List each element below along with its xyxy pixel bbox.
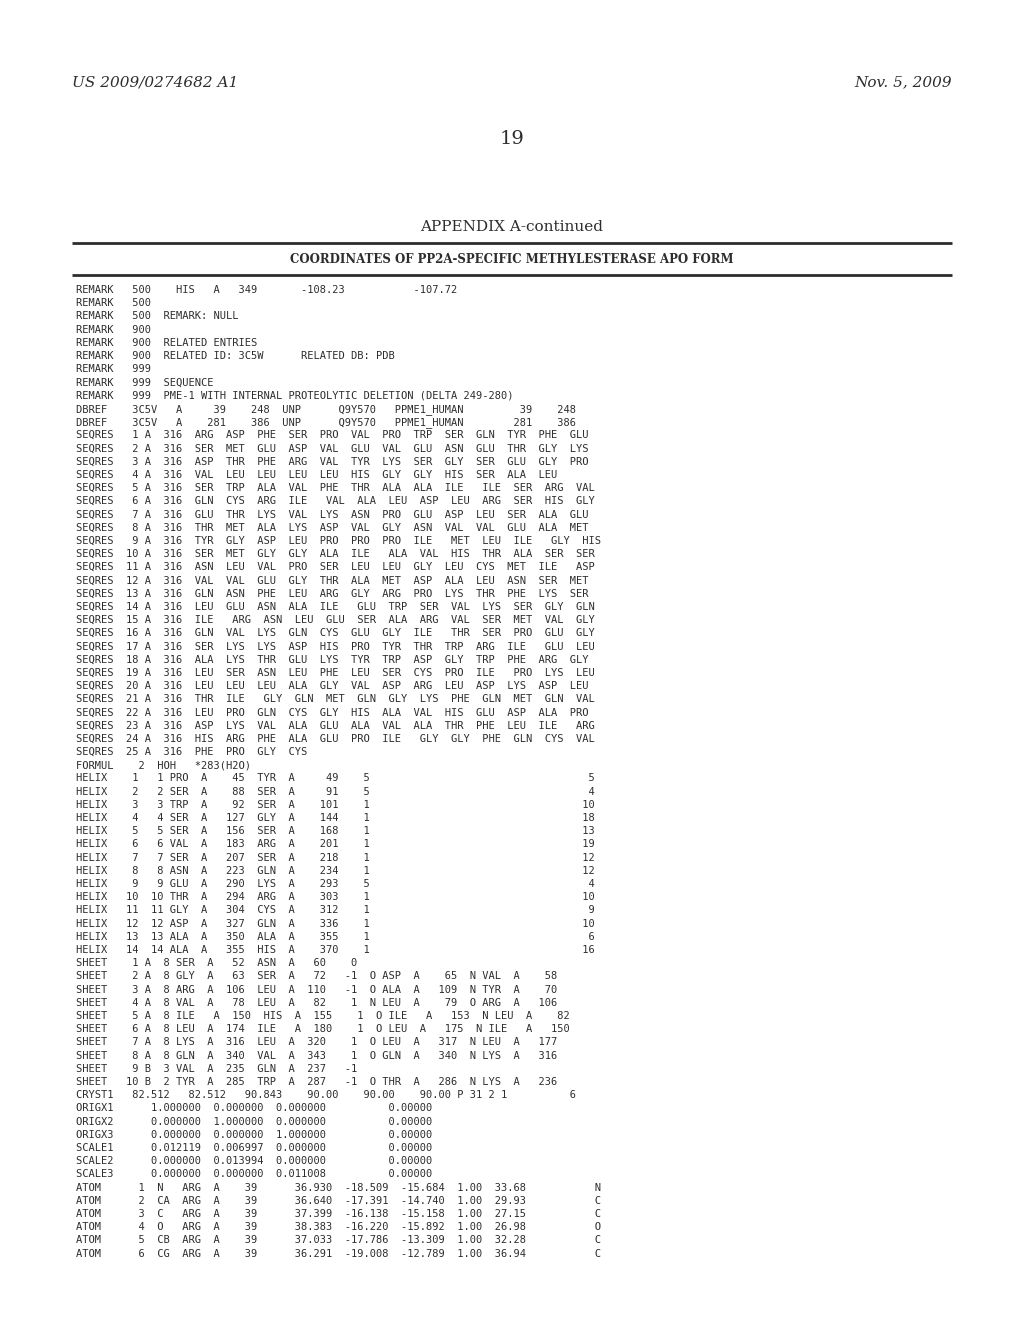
- Text: DBREF    3C5V   A     39    248  UNP      Q9Y570   PPME1_HUMAN         39    248: DBREF 3C5V A 39 248 UNP Q9Y570 PPME1_HUM…: [76, 404, 575, 414]
- Text: SCALE2      0.000000  0.013994  0.000000          0.00000: SCALE2 0.000000 0.013994 0.000000 0.0000…: [76, 1156, 432, 1166]
- Text: REMARK   900  RELATED ID: 3C5W      RELATED DB: PDB: REMARK 900 RELATED ID: 3C5W RELATED DB: …: [76, 351, 394, 360]
- Text: SEQRES  21 A  316  THR  ILE   GLY  GLN  MET  GLN  GLY  LYS  PHE  GLN  MET  GLN  : SEQRES 21 A 316 THR ILE GLY GLN MET GLN …: [76, 694, 595, 704]
- Text: SHEET    7 A  8 LYS  A  316  LEU  A  320    1  O LEU  A   317  N LEU  A   177: SHEET 7 A 8 LYS A 316 LEU A 320 1 O LEU …: [76, 1038, 557, 1047]
- Text: SEQRES  15 A  316  ILE   ARG  ASN  LEU  GLU  SER  ALA  ARG  VAL  SER  MET  VAL  : SEQRES 15 A 316 ILE ARG ASN LEU GLU SER …: [76, 615, 595, 624]
- Text: SEQRES   6 A  316  GLN  CYS  ARG  ILE   VAL  ALA  LEU  ASP  LEU  ARG  SER  HIS  : SEQRES 6 A 316 GLN CYS ARG ILE VAL ALA L…: [76, 496, 595, 506]
- Text: SHEET    5 A  8 ILE   A  150  HIS  A  155    1  O ILE   A   153  N LEU  A    82: SHEET 5 A 8 ILE A 150 HIS A 155 1 O ILE …: [76, 1011, 569, 1020]
- Text: REMARK   500: REMARK 500: [76, 298, 151, 308]
- Text: SEQRES  17 A  316  SER  LYS  LYS  ASP  HIS  PRO  TYR  THR  TRP  ARG  ILE   GLU  : SEQRES 17 A 316 SER LYS LYS ASP HIS PRO …: [76, 642, 595, 651]
- Text: DBREF    3C5V   A    281    386  UNP      Q9Y570   PPME1_HUMAN        281    386: DBREF 3C5V A 281 386 UNP Q9Y570 PPME1_HU…: [76, 417, 575, 428]
- Text: HELIX   14  14 ALA  A   355  HIS  A    370    1                                 : HELIX 14 14 ALA A 355 HIS A 370 1: [76, 945, 595, 954]
- Text: SHEET    4 A  8 VAL  A   78  LEU  A   82    1  N LEU  A    79  O ARG  A   106: SHEET 4 A 8 VAL A 78 LEU A 82 1 N LEU A …: [76, 998, 557, 1007]
- Text: SEQRES  12 A  316  VAL  VAL  GLU  GLY  THR  ALA  MET  ASP  ALA  LEU  ASN  SER  M: SEQRES 12 A 316 VAL VAL GLU GLY THR ALA …: [76, 576, 589, 585]
- Text: SEQRES  10 A  316  SER  MET  GLY  GLY  ALA  ILE   ALA  VAL  HIS  THR  ALA  SER  : SEQRES 10 A 316 SER MET GLY GLY ALA ILE …: [76, 549, 595, 558]
- Text: HELIX    5   5 SER  A   156  SER  A    168    1                                 : HELIX 5 5 SER A 156 SER A 168 1: [76, 826, 595, 836]
- Text: SEQRES  23 A  316  ASP  LYS  VAL  ALA  GLU  ALA  VAL  ALA  THR  PHE  LEU  ILE   : SEQRES 23 A 316 ASP LYS VAL ALA GLU ALA …: [76, 721, 595, 730]
- Text: SHEET   10 B  2 TYR  A  285  TRP  A  287   -1  O THR  A   286  N LYS  A   236: SHEET 10 B 2 TYR A 285 TRP A 287 -1 O TH…: [76, 1077, 557, 1086]
- Text: HELIX   12  12 ASP  A   327  GLN  A    336    1                                 : HELIX 12 12 ASP A 327 GLN A 336 1: [76, 919, 595, 928]
- Text: HELIX    9   9 GLU  A   290  LYS  A    293    5                                 : HELIX 9 9 GLU A 290 LYS A 293 5: [76, 879, 595, 888]
- Text: SEQRES   9 A  316  TYR  GLY  ASP  LEU  PRO  PRO  PRO  ILE   MET  LEU  ILE   GLY : SEQRES 9 A 316 TYR GLY ASP LEU PRO PRO P…: [76, 536, 601, 545]
- Text: 19: 19: [500, 129, 524, 148]
- Text: CRYST1   82.512   82.512   90.843    90.00    90.00    90.00 P 31 2 1          6: CRYST1 82.512 82.512 90.843 90.00 90.00 …: [76, 1090, 575, 1100]
- Text: SEQRES   8 A  316  THR  MET  ALA  LYS  ASP  VAL  GLY  ASN  VAL  VAL  GLU  ALA  M: SEQRES 8 A 316 THR MET ALA LYS ASP VAL G…: [76, 523, 589, 532]
- Text: REMARK   500  REMARK: NULL: REMARK 500 REMARK: NULL: [76, 312, 239, 321]
- Text: SEQRES   5 A  316  SER  TRP  ALA  VAL  PHE  THR  ALA  ALA  ILE   ILE  SER  ARG  : SEQRES 5 A 316 SER TRP ALA VAL PHE THR A…: [76, 483, 595, 492]
- Text: SEQRES  11 A  316  ASN  LEU  VAL  PRO  SER  LEU  LEU  GLY  LEU  CYS  MET  ILE   : SEQRES 11 A 316 ASN LEU VAL PRO SER LEU …: [76, 562, 595, 572]
- Text: FORMUL    2  HOH   *283(H2O): FORMUL 2 HOH *283(H2O): [76, 760, 251, 770]
- Text: ORIGX1      1.000000  0.000000  0.000000          0.00000: ORIGX1 1.000000 0.000000 0.000000 0.0000…: [76, 1104, 432, 1113]
- Text: HELIX   13  13 ALA  A   350  ALA  A    355    1                                 : HELIX 13 13 ALA A 350 ALA A 355 1: [76, 932, 595, 941]
- Text: SEQRES  20 A  316  LEU  LEU  LEU  ALA  GLY  VAL  ASP  ARG  LEU  ASP  LYS  ASP  L: SEQRES 20 A 316 LEU LEU LEU ALA GLY VAL …: [76, 681, 589, 690]
- Text: ATOM      4  O   ARG  A    39      38.383  -16.220  -15.892  1.00  26.98        : ATOM 4 O ARG A 39 38.383 -16.220 -15.892…: [76, 1222, 601, 1232]
- Text: SHEET    6 A  8 LEU  A  174  ILE   A  180    1  O LEU  A   175  N ILE   A   150: SHEET 6 A 8 LEU A 174 ILE A 180 1 O LEU …: [76, 1024, 569, 1034]
- Text: ATOM      6  CG  ARG  A    39      36.291  -19.008  -12.789  1.00  36.94        : ATOM 6 CG ARG A 39 36.291 -19.008 -12.78…: [76, 1249, 601, 1258]
- Text: HELIX    2   2 SER  A    88  SER  A     91    5                                 : HELIX 2 2 SER A 88 SER A 91 5: [76, 787, 595, 796]
- Text: SHEET    9 B  3 VAL  A  235  GLN  A  237   -1: SHEET 9 B 3 VAL A 235 GLN A 237 -1: [76, 1064, 357, 1073]
- Text: SEQRES  18 A  316  ALA  LYS  THR  GLU  LYS  TYR  TRP  ASP  GLY  TRP  PHE  ARG  G: SEQRES 18 A 316 ALA LYS THR GLU LYS TYR …: [76, 655, 589, 664]
- Text: SEQRES   4 A  316  VAL  LEU  LEU  LEU  LEU  HIS  GLY  GLY  HIS  SER  ALA  LEU: SEQRES 4 A 316 VAL LEU LEU LEU LEU HIS G…: [76, 470, 557, 479]
- Text: SEQRES  24 A  316  HIS  ARG  PHE  ALA  GLU  PRO  ILE   GLY  GLY  PHE  GLN  CYS  : SEQRES 24 A 316 HIS ARG PHE ALA GLU PRO …: [76, 734, 595, 743]
- Text: ATOM      2  CA  ARG  A    39      36.640  -17.391  -14.740  1.00  29.93        : ATOM 2 CA ARG A 39 36.640 -17.391 -14.74…: [76, 1196, 601, 1205]
- Text: REMARK   900  RELATED ENTRIES: REMARK 900 RELATED ENTRIES: [76, 338, 257, 347]
- Text: HELIX    3   3 TRP  A    92  SER  A    101    1                                 : HELIX 3 3 TRP A 92 SER A 101 1: [76, 800, 595, 809]
- Text: HELIX    8   8 ASN  A   223  GLN  A    234    1                                 : HELIX 8 8 ASN A 223 GLN A 234 1: [76, 866, 595, 875]
- Text: COORDINATES OF PP2A-SPECIFIC METHYLESTERASE APO FORM: COORDINATES OF PP2A-SPECIFIC METHYLESTER…: [290, 253, 734, 267]
- Text: US 2009/0274682 A1: US 2009/0274682 A1: [72, 75, 239, 88]
- Text: SEQRES  13 A  316  GLN  ASN  PHE  LEU  ARG  GLY  ARG  PRO  LYS  THR  PHE  LYS  S: SEQRES 13 A 316 GLN ASN PHE LEU ARG GLY …: [76, 589, 589, 598]
- Text: SHEET    8 A  8 GLN  A  340  VAL  A  343    1  O GLN  A   340  N LYS  A   316: SHEET 8 A 8 GLN A 340 VAL A 343 1 O GLN …: [76, 1051, 557, 1060]
- Text: SHEET    2 A  8 GLY  A   63  SER  A   72   -1  O ASP  A    65  N VAL  A    58: SHEET 2 A 8 GLY A 63 SER A 72 -1 O ASP A…: [76, 972, 557, 981]
- Text: SEQRES  14 A  316  LEU  GLU  ASN  ALA  ILE   GLU  TRP  SER  VAL  LYS  SER  GLY  : SEQRES 14 A 316 LEU GLU ASN ALA ILE GLU …: [76, 602, 595, 611]
- Text: REMARK   900: REMARK 900: [76, 325, 151, 334]
- Text: SEQRES   1 A  316  ARG  ASP  PHE  SER  PRO  VAL  PRO  TRP  SER  GLN  TYR  PHE  G: SEQRES 1 A 316 ARG ASP PHE SER PRO VAL P…: [76, 430, 589, 440]
- Text: HELIX    1   1 PRO  A    45  TYR  A     49    5                                 : HELIX 1 1 PRO A 45 TYR A 49 5: [76, 774, 595, 783]
- Text: SCALE3      0.000000  0.000000  0.011008          0.00000: SCALE3 0.000000 0.000000 0.011008 0.0000…: [76, 1170, 432, 1179]
- Text: ORIGX2      0.000000  1.000000  0.000000          0.00000: ORIGX2 0.000000 1.000000 0.000000 0.0000…: [76, 1117, 432, 1126]
- Text: HELIX   11  11 GLY  A   304  CYS  A    312    1                                 : HELIX 11 11 GLY A 304 CYS A 312 1: [76, 906, 595, 915]
- Text: ATOM      1  N   ARG  A    39      36.930  -18.509  -15.684  1.00  33.68        : ATOM 1 N ARG A 39 36.930 -18.509 -15.684…: [76, 1183, 601, 1192]
- Text: SEQRES   3 A  316  ASP  THR  PHE  ARG  VAL  TYR  LYS  SER  GLY  SER  GLU  GLY  P: SEQRES 3 A 316 ASP THR PHE ARG VAL TYR L…: [76, 457, 589, 466]
- Text: HELIX    7   7 SER  A   207  SER  A    218    1                                 : HELIX 7 7 SER A 207 SER A 218 1: [76, 853, 595, 862]
- Text: SCALE1      0.012119  0.006997  0.000000          0.00000: SCALE1 0.012119 0.006997 0.000000 0.0000…: [76, 1143, 432, 1152]
- Text: Nov. 5, 2009: Nov. 5, 2009: [854, 75, 952, 88]
- Text: ATOM      5  CB  ARG  A    39      37.033  -17.786  -13.309  1.00  32.28        : ATOM 5 CB ARG A 39 37.033 -17.786 -13.30…: [76, 1236, 601, 1245]
- Text: APPENDIX A-continued: APPENDIX A-continued: [421, 220, 603, 234]
- Text: REMARK   999  SEQUENCE: REMARK 999 SEQUENCE: [76, 378, 213, 387]
- Text: REMARK   999: REMARK 999: [76, 364, 151, 374]
- Text: HELIX   10  10 THR  A   294  ARG  A    303    1                                 : HELIX 10 10 THR A 294 ARG A 303 1: [76, 892, 595, 902]
- Text: HELIX    4   4 SER  A   127  GLY  A    144    1                                 : HELIX 4 4 SER A 127 GLY A 144 1: [76, 813, 595, 822]
- Text: ATOM      3  C   ARG  A    39      37.399  -16.138  -15.158  1.00  27.15        : ATOM 3 C ARG A 39 37.399 -16.138 -15.158…: [76, 1209, 601, 1218]
- Text: SEQRES   7 A  316  GLU  THR  LYS  VAL  LYS  ASN  PRO  GLU  ASP  LEU  SER  ALA  G: SEQRES 7 A 316 GLU THR LYS VAL LYS ASN P…: [76, 510, 589, 519]
- Text: REMARK   999  PME-1 WITH INTERNAL PROTEOLYTIC DELETION (DELTA 249-280): REMARK 999 PME-1 WITH INTERNAL PROTEOLYT…: [76, 391, 513, 400]
- Text: HELIX    6   6 VAL  A   183  ARG  A    201    1                                 : HELIX 6 6 VAL A 183 ARG A 201 1: [76, 840, 595, 849]
- Text: SHEET    1 A  8 SER  A   52  ASN  A   60    0: SHEET 1 A 8 SER A 52 ASN A 60 0: [76, 958, 357, 968]
- Text: SEQRES   2 A  316  SER  MET  GLU  ASP  VAL  GLU  VAL  GLU  ASN  GLU  THR  GLY  L: SEQRES 2 A 316 SER MET GLU ASP VAL GLU V…: [76, 444, 589, 453]
- Text: SEQRES  19 A  316  LEU  SER  ASN  LEU  PHE  LEU  SER  CYS  PRO  ILE   PRO  LYS  : SEQRES 19 A 316 LEU SER ASN LEU PHE LEU …: [76, 668, 595, 677]
- Text: SHEET    3 A  8 ARG  A  106  LEU  A  110   -1  O ALA  A   109  N TYR  A    70: SHEET 3 A 8 ARG A 106 LEU A 110 -1 O ALA…: [76, 985, 557, 994]
- Text: SEQRES  22 A  316  LEU  PRO  GLN  CYS  GLY  HIS  ALA  VAL  HIS  GLU  ASP  ALA  P: SEQRES 22 A 316 LEU PRO GLN CYS GLY HIS …: [76, 708, 589, 717]
- Text: REMARK   500    HIS   A   349       -108.23           -107.72: REMARK 500 HIS A 349 -108.23 -107.72: [76, 285, 458, 294]
- Text: SEQRES  25 A  316  PHE  PRO  GLY  CYS: SEQRES 25 A 316 PHE PRO GLY CYS: [76, 747, 307, 756]
- Text: ORIGX3      0.000000  0.000000  1.000000          0.00000: ORIGX3 0.000000 0.000000 1.000000 0.0000…: [76, 1130, 432, 1139]
- Text: SEQRES  16 A  316  GLN  VAL  LYS  GLN  CYS  GLU  GLY  ILE   THR  SER  PRO  GLU  : SEQRES 16 A 316 GLN VAL LYS GLN CYS GLU …: [76, 628, 595, 638]
